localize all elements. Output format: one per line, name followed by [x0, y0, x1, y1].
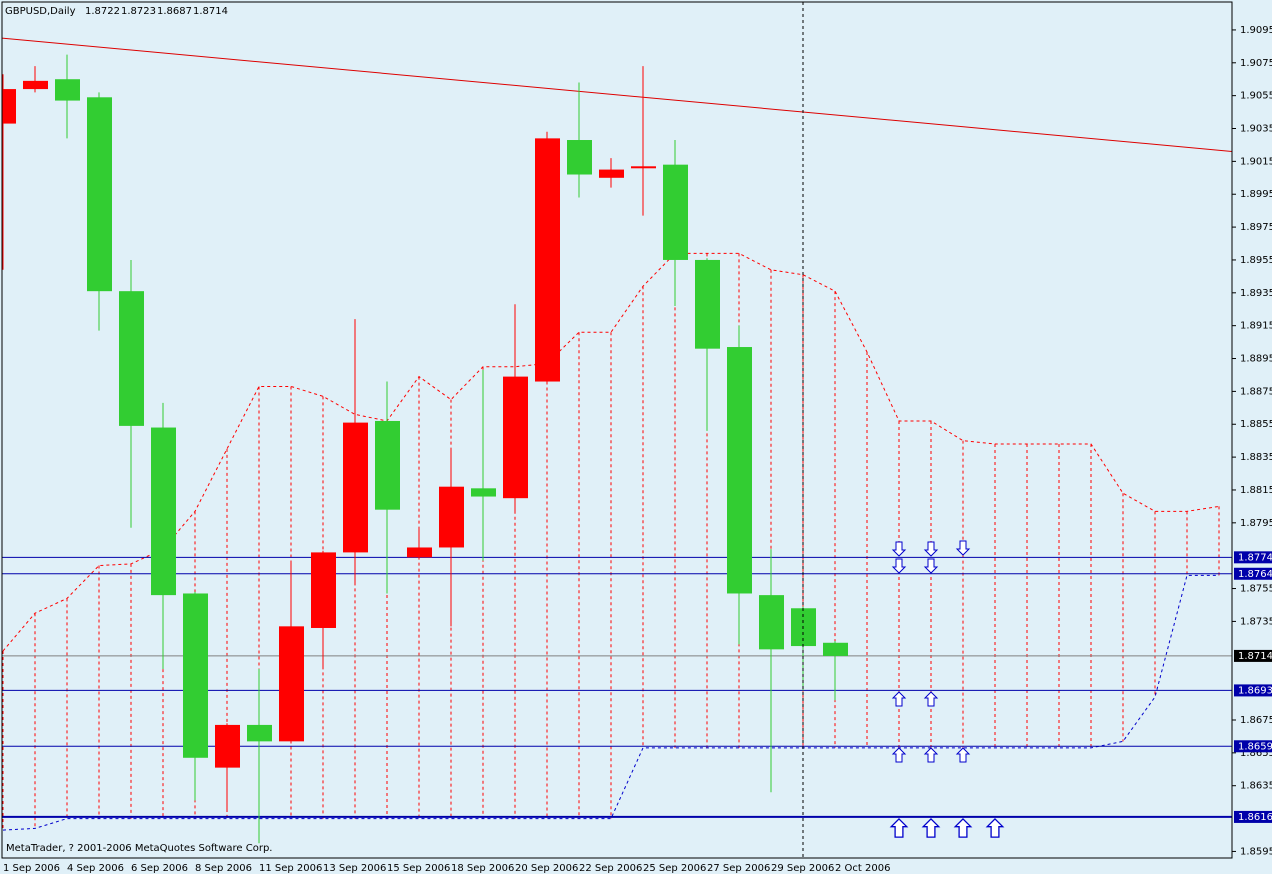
candle-body — [471, 488, 496, 497]
candle-body — [151, 427, 176, 596]
y-tick-label: 1.8635 — [1240, 781, 1272, 792]
y-tick-label: 1.8975 — [1240, 222, 1272, 233]
candle-body — [631, 166, 656, 169]
price-label-box — [1234, 684, 1272, 697]
candle-body — [279, 626, 304, 742]
candle-body — [343, 422, 368, 553]
footer: MetaTrader, ? 2001-2006 MetaQuotes Softw… — [6, 843, 272, 854]
x-tick-label: 8 Sep 2006 — [195, 863, 252, 874]
price-label: 1.8714 — [1238, 651, 1272, 662]
plot-area — [2, 37, 1232, 844]
candle-body — [23, 80, 48, 90]
candle-body — [567, 140, 592, 175]
y-tick-label: 1.9015 — [1240, 156, 1272, 167]
plot-frame — [1, 1, 1233, 859]
y-tick-label: 1.8835 — [1240, 452, 1272, 463]
candle-body — [311, 552, 336, 628]
x-tick-label: 11 Sep 2006 — [259, 863, 322, 874]
candle-body — [695, 259, 720, 349]
header-open: 1.8722 — [85, 6, 120, 17]
candle-body — [439, 486, 464, 548]
price-label-box — [1234, 551, 1272, 564]
candle-body — [663, 164, 688, 260]
y-tick-label: 1.8935 — [1240, 288, 1272, 299]
price-label-box — [1234, 740, 1272, 753]
price-label: 1.8774 — [1238, 552, 1272, 563]
y-tick-label: 1.9075 — [1240, 58, 1272, 69]
candle-body — [247, 724, 272, 742]
x-tick-label: 1 Sep 2006 — [3, 863, 60, 874]
x-tick-label: 27 Sep 2006 — [707, 863, 770, 874]
y-tick-label: 1.8755 — [1240, 584, 1272, 595]
candle-body — [759, 595, 784, 650]
y-tick-label: 1.8675 — [1240, 715, 1272, 726]
cloud-span — [2, 574, 1219, 831]
header-low: 1.8687 — [157, 6, 192, 17]
trendline — [2, 37, 1232, 153]
y-tick-label: 1.8995 — [1240, 189, 1272, 200]
header-close: 1.8714 — [193, 6, 228, 17]
x-tick-label: 15 Sep 2006 — [387, 863, 450, 874]
x-tick-label: 20 Sep 2006 — [515, 863, 578, 874]
candle-body — [119, 291, 144, 426]
y-tick-label: 1.8895 — [1240, 354, 1272, 365]
chart-title: GBPUSD,Daily — [5, 6, 76, 17]
x-tick-label: 6 Sep 2006 — [131, 863, 188, 874]
y-tick-label: 1.8955 — [1240, 255, 1272, 266]
x-tick-label: 2 Oct 2006 — [835, 863, 890, 874]
x-tick-label: 29 Sep 2006 — [771, 863, 834, 874]
y-tick-label: 1.8595 — [1240, 846, 1272, 857]
cloud-span — [2, 252, 1220, 652]
header-high: 1.8723 — [121, 6, 156, 17]
x-tick-label: 25 Sep 2006 — [643, 863, 706, 874]
candle-body — [183, 593, 208, 758]
x-tick-label: 18 Sep 2006 — [451, 863, 514, 874]
y-tick-label: 1.9055 — [1240, 91, 1272, 102]
y-tick-label: 1.8875 — [1240, 386, 1272, 397]
y-tick-label: 1.8815 — [1240, 485, 1272, 496]
price-label: 1.8764 — [1238, 569, 1272, 580]
price-label-box — [1234, 810, 1272, 823]
x-tick-label: 22 Sep 2006 — [579, 863, 642, 874]
price-label: 1.8616 — [1238, 812, 1272, 823]
y-tick-label: 1.9035 — [1240, 124, 1272, 135]
price-label: 1.8659 — [1238, 741, 1272, 752]
price-label-box — [1234, 649, 1272, 662]
candle-body — [503, 376, 528, 499]
candle-body — [407, 547, 432, 558]
candle-body — [87, 97, 112, 292]
candle-body — [215, 724, 240, 768]
x-tick-label: 13 Sep 2006 — [323, 863, 386, 874]
candle-body — [823, 642, 848, 656]
candle-body — [727, 347, 752, 594]
price-label: 1.8693 — [1238, 685, 1272, 696]
y-tick-label: 1.9095 — [1240, 25, 1272, 36]
y-tick-label: 1.8735 — [1240, 616, 1272, 627]
price-label-box — [1234, 567, 1272, 580]
candle-body — [599, 169, 624, 178]
candle-body — [375, 420, 400, 510]
y-tick-label: 1.8795 — [1240, 518, 1272, 529]
y-tick-label: 1.8655 — [1240, 748, 1272, 759]
x-tick-label: 4 Sep 2006 — [67, 863, 124, 874]
candle-body — [2, 89, 16, 124]
y-tick-label: 1.8915 — [1240, 321, 1272, 332]
y-tick-label: 1.8855 — [1240, 419, 1272, 430]
candle-body — [55, 79, 80, 101]
candle-body — [535, 138, 560, 382]
